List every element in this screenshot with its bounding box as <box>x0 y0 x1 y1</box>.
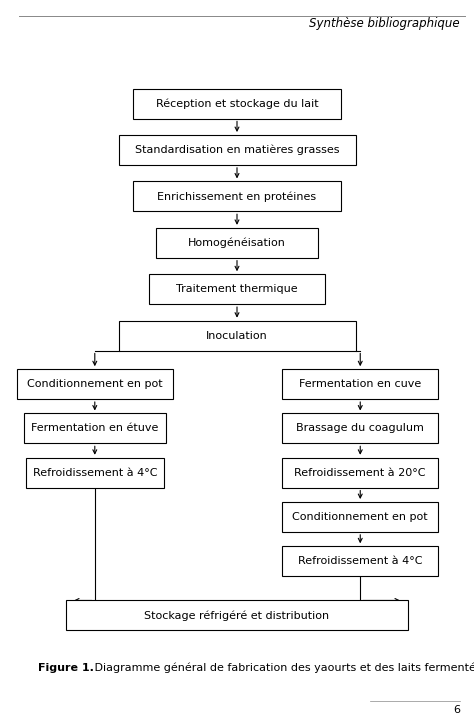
FancyBboxPatch shape <box>26 458 164 488</box>
Text: Brassage du coagulum: Brassage du coagulum <box>296 423 424 433</box>
Text: Traitement thermique: Traitement thermique <box>176 284 298 294</box>
Text: Fermentation en étuve: Fermentation en étuve <box>31 423 158 433</box>
Text: Refroidissement à 4°C: Refroidissement à 4°C <box>33 468 157 478</box>
FancyBboxPatch shape <box>118 321 356 351</box>
Text: Réception et stockage du lait: Réception et stockage du lait <box>155 99 319 109</box>
FancyBboxPatch shape <box>282 458 438 488</box>
Text: Refroidissement à 20°C: Refroidissement à 20°C <box>294 468 426 478</box>
FancyBboxPatch shape <box>282 369 438 399</box>
Text: Stockage réfrigéré et distribution: Stockage réfrigéré et distribution <box>145 610 329 620</box>
FancyBboxPatch shape <box>282 502 438 532</box>
FancyBboxPatch shape <box>149 274 325 304</box>
FancyBboxPatch shape <box>133 181 341 211</box>
FancyBboxPatch shape <box>118 135 356 165</box>
FancyBboxPatch shape <box>133 89 341 119</box>
Text: Standardisation en matières grasses: Standardisation en matières grasses <box>135 145 339 155</box>
Text: Synthèse bibliographique: Synthèse bibliographique <box>309 17 460 30</box>
FancyBboxPatch shape <box>156 228 318 258</box>
Text: Conditionnement en pot: Conditionnement en pot <box>292 512 428 522</box>
Text: Homogénéisation: Homogénéisation <box>188 238 286 248</box>
Text: Inoculation: Inoculation <box>206 331 268 341</box>
FancyBboxPatch shape <box>17 369 173 399</box>
Text: Refroidissement à 4°C: Refroidissement à 4°C <box>298 556 422 566</box>
Text: Fermentation en cuve: Fermentation en cuve <box>299 379 421 389</box>
FancyBboxPatch shape <box>24 413 166 443</box>
Text: Conditionnement en pot: Conditionnement en pot <box>27 379 163 389</box>
FancyBboxPatch shape <box>66 600 408 630</box>
Text: 6: 6 <box>453 705 460 714</box>
Text: Enrichissement en protéines: Enrichissement en protéines <box>157 191 317 201</box>
FancyBboxPatch shape <box>282 546 438 576</box>
Text: Diagramme général de fabrication des yaourts et des laits fermentés.: Diagramme général de fabrication des yao… <box>91 663 474 673</box>
Text: Figure 1.: Figure 1. <box>38 663 94 673</box>
FancyBboxPatch shape <box>282 413 438 443</box>
